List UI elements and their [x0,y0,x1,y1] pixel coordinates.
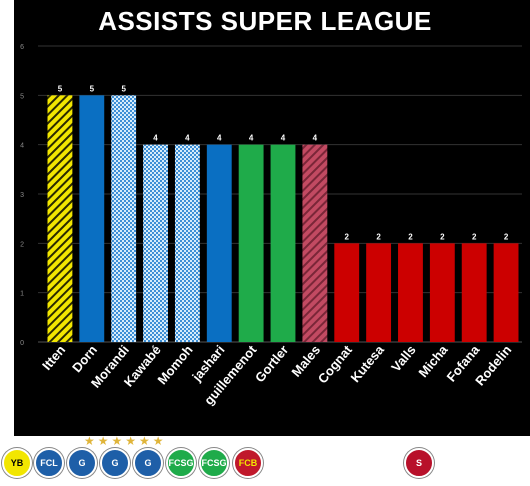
fcl-logo: FCL [34,448,64,478]
bar-jashari [206,144,232,342]
gc-logo-2: G [100,448,130,478]
bar-micha [429,243,455,342]
stray-tick-label: 1 [280,351,284,358]
data-label: 4 [281,134,286,143]
y-tick-label: 6 [20,44,24,51]
x-tick-label: Gortler [252,342,291,385]
y-tick-label: 5 [20,93,24,100]
chart-title: ASSISTS SUPER LEAGUE [98,6,432,36]
bar-valls [398,243,423,342]
x-tick-label: Dorn [69,342,100,375]
data-label: 2 [345,232,350,241]
yb-logo: YB [2,448,32,478]
x-tick-label: Valls [388,342,419,374]
x-tick-label: Kutesa [348,342,388,385]
data-label: 4 [217,134,222,143]
bar-chart: 0 1 2 3 4 5 6 5 5 5 4 4 4 4 4 4 2 2 2 2 2 2 Itten DornMorandi… [20,44,522,408]
bar-guillemenot [238,144,264,342]
fcsg-logo-1: FCSG [166,448,196,478]
bar-cognat [334,243,360,342]
bar-rodelin [493,243,519,342]
club-logo-strip: ★★★★★★ YB FCL G G G FCSG FCSG FCB S [0,434,530,486]
bar-morandi [111,95,137,342]
data-labels: 5 5 5 4 4 4 4 4 4 2 2 2 2 2 2 [58,84,509,241]
data-label: 4 [153,134,158,143]
y-tick-label: 3 [20,192,24,199]
data-label: 2 [504,232,509,241]
data-label: 4 [313,134,318,143]
bar-fofana [461,243,487,342]
sfc-logo: S [404,448,434,478]
bar-males [302,144,328,342]
data-label: 4 [249,134,254,143]
championship-stars: ★★★★★★ [84,434,167,448]
y-tick-label: 0 [20,340,24,347]
x-tick-label: Itten [39,342,68,373]
bars [47,95,519,342]
bar-momoh [174,144,200,342]
data-label: 2 [376,232,381,241]
data-label: 5 [58,84,63,93]
data-label: 5 [121,84,126,93]
x-tick-label: Cognat [315,342,356,386]
fcsg-logo-2: FCSG [199,448,229,478]
bar-dorn [79,95,105,342]
y-tick-label: 1 [20,291,24,298]
y-tick-label: 2 [20,241,24,248]
data-label: 2 [408,232,413,241]
bar-gortler [270,144,296,342]
x-axis-labels: Itten DornMorandiKawabéMomohjashariguille… [39,342,514,408]
bar-kutesa [366,243,392,342]
bar-kawabé [143,144,168,342]
data-label: 2 [440,232,445,241]
y-tick-label: 4 [20,143,24,150]
gc-logo-1: G [67,448,97,478]
x-tick-label: Momoh [154,342,195,387]
data-label: 2 [472,232,477,241]
data-label: 4 [185,134,190,143]
bar-itten [47,95,73,342]
fcb-logo: FCB [233,448,263,478]
gc-logo-3: G [133,448,163,478]
data-label: 5 [90,84,95,93]
